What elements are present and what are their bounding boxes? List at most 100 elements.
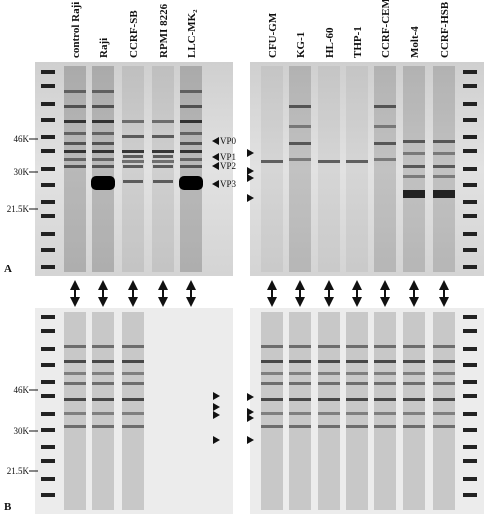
marker-band (463, 84, 477, 88)
band (346, 345, 368, 348)
gel-b-right (250, 308, 484, 514)
band (261, 382, 283, 385)
band (403, 425, 425, 428)
marker-band (463, 149, 477, 153)
lane (261, 312, 283, 510)
band (433, 175, 455, 178)
marker-band (41, 412, 55, 416)
band (403, 175, 425, 178)
band (92, 165, 114, 168)
band (153, 155, 173, 158)
band (64, 90, 86, 93)
band (289, 360, 311, 363)
marker-band (463, 412, 477, 416)
lane (180, 66, 202, 272)
band (374, 125, 396, 128)
marker-band (41, 232, 55, 236)
band (346, 425, 368, 428)
marker-band (463, 214, 477, 218)
band (433, 425, 455, 428)
lane-label: CFU-GM (267, 12, 279, 58)
band (318, 382, 340, 385)
band (433, 152, 455, 155)
band (346, 382, 368, 385)
lane-label: Raji (98, 38, 110, 58)
lane-label: Molt-4 (409, 26, 421, 58)
arrowhead (247, 393, 254, 401)
marker-band (463, 200, 477, 204)
arrowhead (247, 436, 254, 444)
marker-band (463, 315, 477, 319)
lane (122, 66, 144, 272)
band (318, 425, 340, 428)
band (374, 382, 396, 385)
band (64, 120, 86, 123)
band (64, 398, 86, 401)
band (403, 360, 425, 363)
lane (92, 66, 114, 272)
marker-band (41, 214, 55, 218)
lane (64, 66, 86, 272)
marker-band (463, 493, 477, 497)
band (318, 372, 340, 375)
band (122, 372, 144, 375)
band (92, 90, 114, 93)
band (433, 372, 455, 375)
band (433, 345, 455, 348)
band (433, 360, 455, 363)
band (289, 105, 311, 108)
marker-band (463, 347, 477, 351)
band (261, 398, 283, 401)
lane (374, 312, 396, 510)
band (289, 125, 311, 128)
band (403, 190, 425, 198)
arrowhead (247, 149, 254, 157)
band (152, 135, 174, 138)
lane-label: THP-1 (352, 26, 364, 58)
band (289, 412, 311, 415)
marker-band (41, 329, 55, 333)
mw-label: 21.5K (7, 204, 30, 214)
band (179, 176, 203, 190)
arrowhead (213, 436, 220, 444)
band (180, 120, 202, 123)
band (180, 90, 202, 93)
band (433, 412, 455, 415)
marker-band (41, 445, 55, 449)
band (374, 398, 396, 401)
lane (318, 66, 340, 272)
band (261, 360, 283, 363)
band (180, 150, 202, 153)
band (318, 398, 340, 401)
band (289, 425, 311, 428)
arrowhead (247, 408, 254, 416)
band (123, 155, 143, 158)
band (92, 132, 114, 135)
band (433, 140, 455, 143)
marker-band (41, 200, 55, 204)
marker-band (463, 265, 477, 269)
lane-label: CCRF-CEM (380, 0, 392, 58)
lane (152, 66, 174, 272)
marker-band (41, 347, 55, 351)
lane (433, 66, 455, 272)
marker-band (463, 118, 477, 122)
marker-band (463, 329, 477, 333)
marker-band (463, 363, 477, 367)
band (318, 345, 340, 348)
band (346, 372, 368, 375)
lane-label: HL-60 (324, 27, 336, 58)
band (374, 345, 396, 348)
band (261, 425, 283, 428)
band (403, 412, 425, 415)
arrowhead (247, 167, 254, 175)
band (403, 398, 425, 401)
band (346, 360, 368, 363)
arrowhead (247, 414, 254, 422)
marker-band (463, 70, 477, 74)
band (180, 142, 202, 145)
mw-label: 46K (14, 134, 30, 144)
lane-label: control Raji (70, 2, 82, 58)
band (180, 105, 202, 108)
